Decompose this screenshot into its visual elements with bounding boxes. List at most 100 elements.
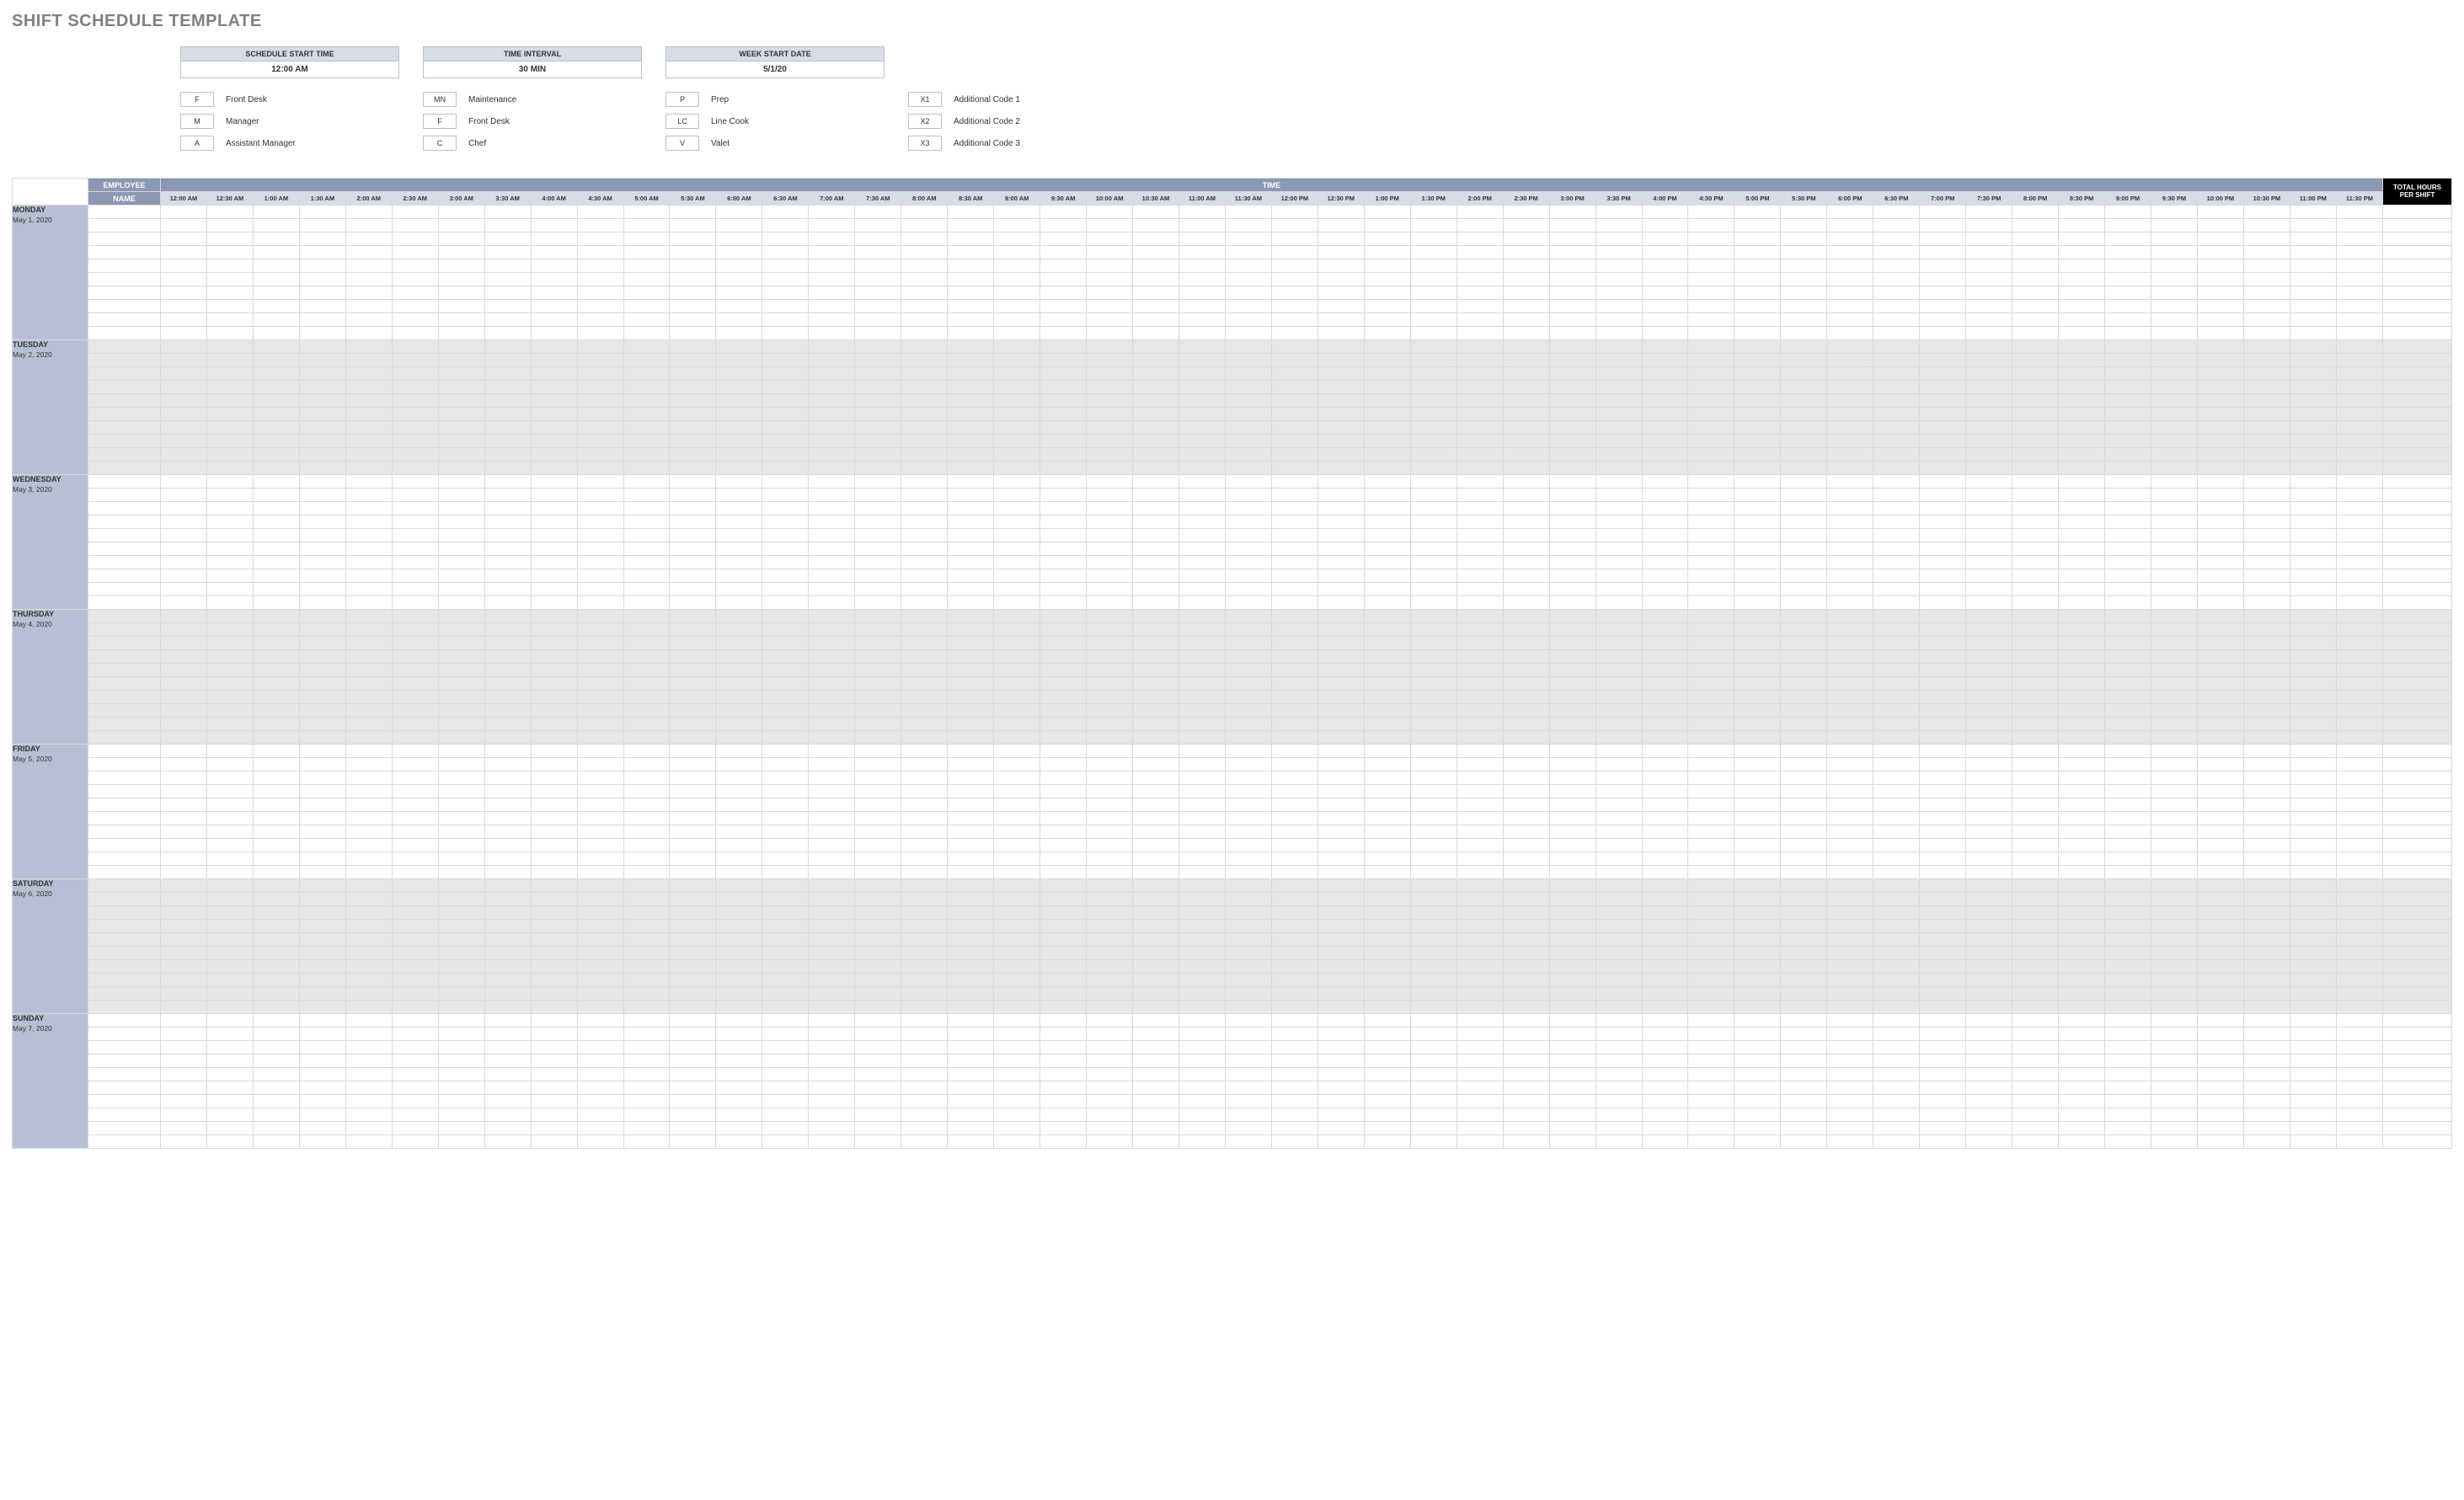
shift-cell[interactable] bbox=[577, 1014, 623, 1028]
shift-cell[interactable] bbox=[1688, 394, 1734, 408]
shift-cell[interactable] bbox=[901, 677, 948, 691]
shift-cell[interactable] bbox=[1318, 1014, 1364, 1028]
shift-cell[interactable] bbox=[1040, 677, 1087, 691]
shift-cell[interactable] bbox=[1781, 637, 1827, 650]
shift-cell[interactable] bbox=[1873, 1108, 1920, 1122]
shift-cell[interactable] bbox=[1179, 206, 1225, 219]
shift-cell[interactable] bbox=[1920, 785, 1966, 798]
shift-cell[interactable] bbox=[531, 529, 577, 542]
shift-cell[interactable] bbox=[901, 1095, 948, 1108]
shift-cell[interactable] bbox=[1179, 502, 1225, 515]
shift-cell[interactable] bbox=[2197, 515, 2243, 529]
shift-cell[interactable] bbox=[2105, 960, 2151, 974]
shift-cell[interactable] bbox=[1920, 1028, 1966, 1041]
shift-cell[interactable] bbox=[1318, 610, 1364, 623]
shift-cell[interactable] bbox=[577, 852, 623, 866]
legend-code[interactable]: F bbox=[423, 114, 457, 129]
shift-cell[interactable] bbox=[161, 583, 207, 596]
legend-code[interactable]: MN bbox=[423, 92, 457, 107]
shift-cell[interactable] bbox=[2151, 354, 2197, 367]
shift-cell[interactable] bbox=[1688, 839, 1734, 852]
employee-cell[interactable] bbox=[88, 920, 161, 933]
shift-cell[interactable] bbox=[345, 650, 392, 664]
shift-cell[interactable] bbox=[2151, 664, 2197, 677]
shift-cell[interactable] bbox=[2059, 893, 2105, 906]
shift-cell[interactable] bbox=[2197, 206, 2243, 219]
shift-cell[interactable] bbox=[1179, 354, 1225, 367]
shift-cell[interactable] bbox=[1549, 259, 1595, 273]
shift-cell[interactable] bbox=[1734, 933, 1781, 947]
shift-cell[interactable] bbox=[2243, 313, 2290, 327]
shift-cell[interactable] bbox=[1318, 677, 1364, 691]
shift-cell[interactable] bbox=[1225, 1122, 1271, 1135]
shift-cell[interactable] bbox=[392, 852, 438, 866]
shift-cell[interactable] bbox=[1920, 219, 1966, 232]
shift-cell[interactable] bbox=[484, 1108, 531, 1122]
shift-cell[interactable] bbox=[1318, 448, 1364, 462]
shift-cell[interactable] bbox=[1133, 1054, 1179, 1068]
shift-cell[interactable] bbox=[2243, 839, 2290, 852]
shift-cell[interactable] bbox=[484, 448, 531, 462]
shift-cell[interactable] bbox=[762, 394, 809, 408]
shift-cell[interactable] bbox=[716, 219, 762, 232]
shift-cell[interactable] bbox=[531, 745, 577, 758]
shift-cell[interactable] bbox=[670, 259, 716, 273]
shift-cell[interactable] bbox=[762, 879, 809, 893]
shift-cell[interactable] bbox=[2336, 610, 2382, 623]
shift-cell[interactable] bbox=[1179, 947, 1225, 960]
shift-cell[interactable] bbox=[2012, 313, 2059, 327]
shift-cell[interactable] bbox=[2290, 340, 2336, 354]
shift-cell[interactable] bbox=[1410, 704, 1456, 718]
shift-cell[interactable] bbox=[253, 933, 299, 947]
shift-cell[interactable] bbox=[1318, 529, 1364, 542]
shift-cell[interactable] bbox=[1318, 1095, 1364, 1108]
shift-cell[interactable] bbox=[1456, 327, 1503, 340]
shift-cell[interactable] bbox=[1595, 974, 1642, 987]
employee-cell[interactable] bbox=[88, 987, 161, 1001]
shift-cell[interactable] bbox=[253, 947, 299, 960]
shift-cell[interactable] bbox=[1271, 1122, 1318, 1135]
shift-cell[interactable] bbox=[577, 502, 623, 515]
shift-cell[interactable] bbox=[1456, 920, 1503, 933]
shift-cell[interactable] bbox=[2151, 731, 2197, 745]
shift-cell[interactable] bbox=[2012, 879, 2059, 893]
shift-cell[interactable] bbox=[299, 771, 345, 785]
shift-cell[interactable] bbox=[2336, 462, 2382, 475]
shift-cell[interactable] bbox=[716, 313, 762, 327]
shift-cell[interactable] bbox=[1734, 515, 1781, 529]
shift-cell[interactable] bbox=[161, 718, 207, 731]
shift-cell[interactable] bbox=[2151, 637, 2197, 650]
shift-cell[interactable] bbox=[1040, 381, 1087, 394]
shift-cell[interactable] bbox=[1318, 758, 1364, 771]
shift-cell[interactable] bbox=[1827, 354, 1873, 367]
shift-cell[interactable] bbox=[345, 987, 392, 1001]
shift-cell[interactable] bbox=[1179, 771, 1225, 785]
shift-cell[interactable] bbox=[206, 488, 253, 502]
shift-cell[interactable] bbox=[299, 1108, 345, 1122]
shift-cell[interactable] bbox=[345, 1135, 392, 1149]
shift-cell[interactable] bbox=[1040, 785, 1087, 798]
shift-cell[interactable] bbox=[1087, 785, 1133, 798]
shift-cell[interactable] bbox=[438, 610, 484, 623]
shift-cell[interactable] bbox=[1364, 718, 1410, 731]
shift-cell[interactable] bbox=[2059, 327, 2105, 340]
shift-cell[interactable] bbox=[1318, 206, 1364, 219]
shift-cell[interactable] bbox=[1225, 313, 1271, 327]
shift-cell[interactable] bbox=[1133, 273, 1179, 286]
shift-cell[interactable] bbox=[1873, 1014, 1920, 1028]
shift-cell[interactable] bbox=[161, 529, 207, 542]
shift-cell[interactable] bbox=[2059, 785, 2105, 798]
shift-cell[interactable] bbox=[623, 947, 670, 960]
shift-cell[interactable] bbox=[1827, 960, 1873, 974]
shift-cell[interactable] bbox=[1503, 583, 1549, 596]
shift-cell[interactable] bbox=[1040, 812, 1087, 825]
shift-cell[interactable] bbox=[1271, 286, 1318, 300]
shift-cell[interactable] bbox=[1456, 246, 1503, 259]
shift-cell[interactable] bbox=[994, 731, 1040, 745]
shift-cell[interactable] bbox=[994, 745, 1040, 758]
shift-cell[interactable] bbox=[253, 812, 299, 825]
shift-cell[interactable] bbox=[2105, 839, 2151, 852]
shift-cell[interactable] bbox=[438, 1054, 484, 1068]
shift-cell[interactable] bbox=[253, 448, 299, 462]
shift-cell[interactable] bbox=[1179, 381, 1225, 394]
